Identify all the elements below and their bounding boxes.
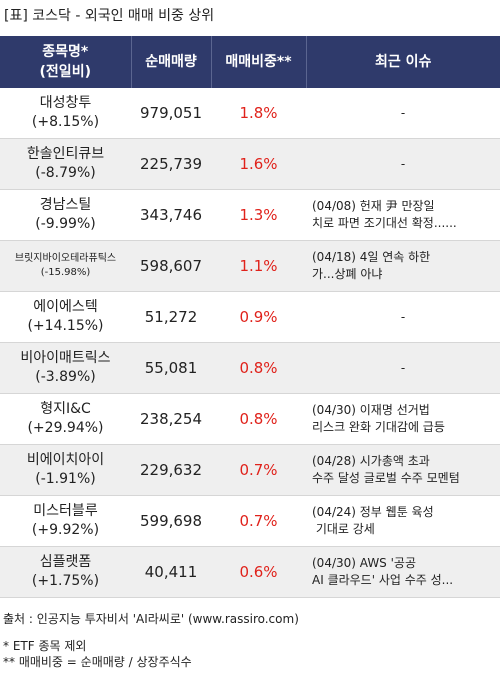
page-title: [표] 코스닥 - 외국인 매매 비중 상위: [4, 8, 215, 24]
net-volume: 599,698: [131, 495, 211, 547]
issue-line2: AI 클라우드' 사업 수주 성...: [312, 573, 454, 587]
source-note: 출처 : 인공지능 투자비서 'AI라씨로' (www.rassiro.com): [3, 612, 299, 626]
stock-name-cell: 비아이매트릭스 (-3.89%): [0, 342, 131, 394]
net-volume: 598,607: [131, 240, 211, 292]
header-net-volume: 순매매량: [131, 36, 212, 88]
table-row: 에이에스텍 (+14.15%) 51,272 0.9% -: [0, 291, 500, 343]
net-volume: 51,272: [131, 291, 211, 343]
table-row: 비아이매트릭스 (-3.89%) 55,081 0.8% -: [0, 342, 500, 394]
table-row: 한솔인티큐브 (-8.79%) 225,739 1.6% -: [0, 138, 500, 190]
stock-name: 브릿지바이오테라퓨틱스: [14, 253, 117, 264]
net-volume: 40,411: [131, 546, 211, 598]
recent-issue-cell: -: [306, 88, 500, 139]
stock-name-cell: 비에이치아이 (-1.91%): [0, 444, 131, 496]
table-row: 대성창투 (+8.15%) 979,051 1.8% -: [0, 88, 500, 139]
recent-issue-cell: (04/30) AWS '공공 AI 클라우드' 사업 수주 성...: [306, 546, 500, 598]
issue-line2: 리스크 완화 기대감에 급등: [312, 420, 445, 434]
table-row: 브릿지바이오테라퓨틱스 (-15.98%) 598,607 1.1% (04/18) 4…: [0, 240, 500, 292]
trade-ratio: 1.8%: [211, 88, 306, 139]
net-volume: 225,739: [131, 138, 211, 190]
net-volume: 55,081: [131, 342, 211, 394]
trade-ratio: 0.6%: [211, 546, 306, 598]
issue-line2: 치로 파면 조기대선 확정......: [312, 216, 457, 230]
table-header-row: 종목명* (전일비) 순매매량 매매비중** 최근 이슈: [0, 36, 500, 88]
issue-line1: (04/18) 4일 연속 하한: [312, 250, 431, 264]
trade-ratio: 0.9%: [211, 291, 306, 343]
issue-line1: (04/24) 정부 웹툰 육성: [312, 505, 434, 519]
net-volume: 229,632: [131, 444, 211, 496]
net-volume: 238,254: [131, 393, 211, 445]
trade-ratio: 0.7%: [211, 495, 306, 547]
price-change: (+8.15%): [31, 114, 100, 130]
trade-ratio: 1.1%: [211, 240, 306, 292]
trade-ratio: 1.3%: [211, 189, 306, 241]
stock-name: 비에이치아이: [26, 452, 105, 468]
stock-name-cell: 브릿지바이오테라퓨틱스 (-15.98%): [0, 240, 131, 292]
table-row: 심플랫폼 (+1.75%) 40,411 0.6% (04/30) AWS '공공 AI …: [0, 546, 500, 598]
price-change: (-3.89%): [35, 369, 96, 385]
net-volume: 343,746: [131, 189, 211, 241]
issue-line1: (04/08) 헌재 尹 만장일: [312, 199, 435, 213]
table-row: 형지I&C (+29.94%) 238,254 0.8% (04/30) 이재명 선거법…: [0, 393, 500, 445]
header-recent-issue: 최근 이슈: [306, 36, 500, 88]
recent-issue-cell: -: [306, 291, 500, 343]
price-change: (+14.15%): [27, 318, 104, 334]
trade-ratio: 1.6%: [211, 138, 306, 190]
trade-ratio: 0.8%: [211, 393, 306, 445]
header-stock-name-line2: (전일비): [39, 64, 91, 80]
issue-line1: (04/30) AWS '공공: [312, 556, 416, 570]
stock-name-cell: 경남스틸 (-9.99%): [0, 189, 131, 241]
stock-name: 한솔인티큐브: [26, 146, 105, 162]
ratio-formula-note: ** 매매비중 = 순매매량 / 상장주식수: [3, 655, 192, 669]
issue-line1: -: [400, 309, 406, 324]
issue-line1: (04/30) 이재명 선거법: [312, 403, 430, 417]
price-change: (+1.75%): [31, 573, 100, 589]
issue-line2: 기대로 강세: [312, 522, 375, 536]
issue-line1: -: [400, 105, 406, 120]
issue-line2: 수주 달성 글로벌 수주 모멘텀: [312, 471, 460, 485]
stock-name: 경남스틸: [39, 197, 92, 213]
header-stock-name: 종목명* (전일비): [0, 36, 132, 88]
issue-line1: (04/28) 시가총액 초과: [312, 454, 430, 468]
stock-name: 대성창투: [39, 95, 92, 111]
recent-issue-cell: -: [306, 342, 500, 394]
price-change: (-15.98%): [40, 267, 91, 278]
recent-issue-cell: (04/24) 정부 웹툰 육성 기대로 강세: [306, 495, 500, 547]
trade-ratio: 0.8%: [211, 342, 306, 394]
etf-note: * ETF 종목 제외: [3, 639, 87, 653]
recent-issue-cell: -: [306, 138, 500, 190]
issue-line2: 가...상폐 아냐: [312, 267, 383, 281]
stock-name-cell: 대성창투 (+8.15%): [0, 88, 131, 139]
stock-name: 미스터블루: [33, 503, 98, 519]
stock-name-cell: 심플랫폼 (+1.75%): [0, 546, 131, 598]
trade-ratio: 0.7%: [211, 444, 306, 496]
issue-line1: -: [400, 360, 406, 375]
stock-name-cell: 한솔인티큐브 (-8.79%): [0, 138, 131, 190]
price-change: (-9.99%): [35, 216, 96, 232]
stock-name: 심플랫폼: [39, 554, 92, 570]
price-change: (-1.91%): [35, 471, 96, 487]
table-row: 미스터블루 (+9.92%) 599,698 0.7% (04/24) 정부 웹툰 육성…: [0, 495, 500, 547]
price-change: (+9.92%): [31, 522, 100, 538]
stock-name: 에이에스텍: [33, 299, 98, 315]
price-change: (-8.79%): [35, 165, 96, 181]
stock-name-cell: 에이에스텍 (+14.15%): [0, 291, 131, 343]
table-row: 경남스틸 (-9.99%) 343,746 1.3% (04/08) 헌재 尹 만장일 치…: [0, 189, 500, 241]
stock-name-cell: 형지I&C (+29.94%): [0, 393, 131, 445]
foreign-trade-table: 종목명* (전일비) 순매매량 매매비중** 최근 이슈 대성창투 (+8.15%…: [0, 36, 500, 598]
header-trade-ratio: 매매비중**: [211, 36, 307, 88]
stock-name: 형지I&C: [40, 401, 91, 417]
net-volume: 979,051: [131, 88, 211, 139]
header-stock-name-line1: 종목명*: [42, 44, 89, 60]
issue-line1: -: [400, 156, 406, 171]
price-change: (+29.94%): [27, 420, 104, 436]
table-row: 비에이치아이 (-1.91%) 229,632 0.7% (04/28) 시가총액 초과…: [0, 444, 500, 496]
stock-name: 비아이매트릭스: [20, 350, 111, 366]
stock-name-cell: 미스터블루 (+9.92%): [0, 495, 131, 547]
